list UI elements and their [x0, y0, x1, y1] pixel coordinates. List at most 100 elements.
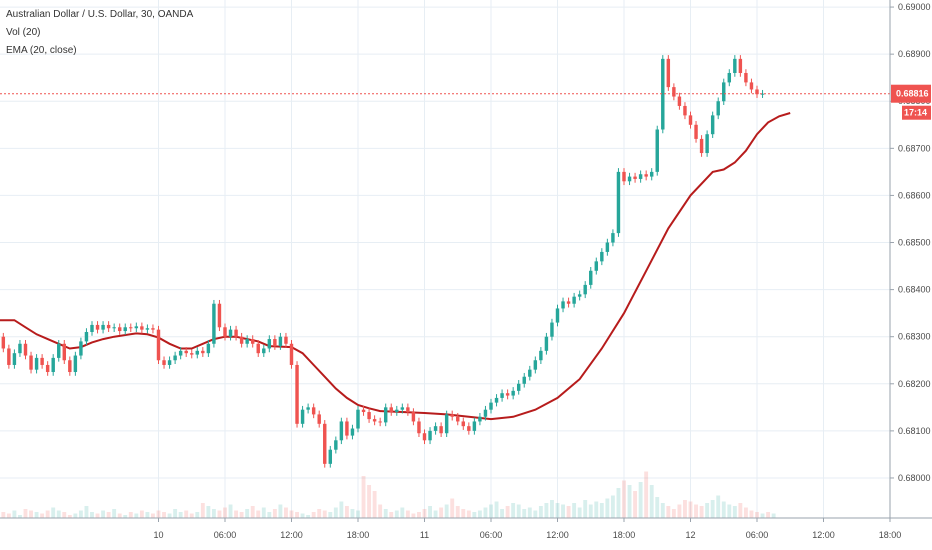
- candle-body: [727, 72, 732, 83]
- candle-body: [151, 328, 155, 330]
- candle-body: [583, 284, 587, 295]
- volume-bar: [594, 501, 599, 518]
- volume-bar: [489, 504, 493, 518]
- candle-body: [722, 82, 726, 102]
- price-tag-value: 0.68816: [896, 89, 929, 99]
- candle-body: [572, 296, 576, 304]
- candle-body: [57, 343, 61, 358]
- candle-body: [705, 134, 709, 154]
- candle-body: [395, 409, 399, 413]
- volume-bar: [128, 512, 133, 518]
- candle-body: [51, 357, 55, 373]
- candle-body: [267, 339, 272, 349]
- candle-body: [206, 343, 211, 354]
- candle-body: [68, 360, 72, 373]
- volume-bar: [516, 504, 521, 518]
- candle-body: [649, 171, 654, 177]
- volume-bar: [78, 510, 83, 518]
- volume-bar: [145, 512, 150, 518]
- volume-bar: [272, 509, 277, 518]
- candle-body: [134, 326, 139, 329]
- candle-body: [140, 326, 144, 330]
- grid: [0, 0, 891, 518]
- volume-bar: [156, 510, 161, 518]
- volume-bar: [599, 503, 604, 518]
- candle-body: [577, 294, 582, 297]
- volume-bar: [677, 504, 682, 518]
- candle-body: [605, 242, 610, 252]
- candle-body: [511, 390, 515, 396]
- volume-bar: [771, 513, 776, 518]
- volume-bar: [483, 507, 488, 518]
- candle-body: [273, 339, 277, 347]
- candle-body: [461, 421, 466, 427]
- volume-bar: [561, 504, 565, 518]
- volume-bar: [444, 504, 449, 518]
- candle-body: [516, 383, 521, 391]
- x-tick-label: 12:00: [280, 530, 303, 540]
- candle-body: [34, 357, 39, 370]
- y-tick-label: 0.68400: [898, 285, 931, 295]
- candle-body: [528, 369, 532, 377]
- volume-bar: [439, 507, 444, 518]
- candle-body: [478, 416, 482, 422]
- volume-bar: [295, 512, 299, 518]
- volume-bar: [588, 504, 593, 518]
- legend-symbol: Australian Dollar / U.S. Dollar, 30, OAN…: [6, 9, 194, 20]
- candle-body: [550, 322, 554, 337]
- volume-bar: [328, 512, 333, 518]
- candle-body: [173, 355, 177, 361]
- y-tick-label: 0.68300: [898, 332, 931, 342]
- volume-bar: [766, 512, 771, 518]
- candle-body: [378, 421, 382, 423]
- volume-bar: [633, 491, 638, 518]
- candle-body: [672, 87, 676, 97]
- volume-bar: [56, 510, 61, 518]
- candle-body: [744, 72, 748, 83]
- candle-body: [716, 101, 720, 116]
- candle-body: [256, 343, 260, 354]
- volume-bar: [466, 510, 471, 518]
- candle-body: [522, 376, 526, 384]
- x-tick-label: 12:00: [812, 530, 835, 540]
- volume-bar: [505, 506, 510, 518]
- candle-body: [112, 327, 116, 329]
- y-tick-label: 0.68100: [898, 426, 931, 436]
- candle-body: [90, 324, 94, 332]
- candle-body: [489, 402, 493, 410]
- candle-body: [699, 138, 704, 154]
- volume-bar: [250, 506, 255, 518]
- volume-bar: [477, 510, 482, 518]
- volume-bar: [34, 512, 39, 518]
- volume-bar: [383, 509, 388, 518]
- candle-body: [400, 407, 405, 410]
- candle-body: [433, 426, 438, 431]
- volume-bar: [638, 482, 643, 518]
- volume-bar: [139, 510, 144, 518]
- candle-body: [589, 270, 593, 285]
- volume-bar: [732, 506, 737, 518]
- ema-line: [0, 112, 791, 421]
- volume-bar: [51, 507, 56, 518]
- volume-bar: [644, 471, 649, 518]
- volume-bar: [372, 491, 377, 518]
- volume-bar: [688, 501, 693, 518]
- volume-bar: [195, 512, 200, 518]
- candle-body: [472, 421, 477, 431]
- candle-body: [12, 353, 17, 365]
- volume-bar: [228, 504, 233, 518]
- candle-body: [505, 393, 510, 396]
- candle-body: [339, 421, 344, 441]
- volume-bar: [73, 513, 78, 518]
- volume-bar: [62, 512, 67, 518]
- volume-bars: [1, 471, 776, 518]
- candle-body: [311, 407, 316, 415]
- volume-bar: [649, 485, 654, 518]
- candle-body: [389, 407, 393, 413]
- volume-bar: [112, 509, 117, 518]
- y-tick-label: 0.68200: [898, 379, 931, 389]
- candle-body: [212, 303, 216, 344]
- volume-bar: [627, 485, 632, 518]
- last-price-tag: 0.68816 17:14: [891, 84, 931, 120]
- candle-body: [284, 336, 288, 344]
